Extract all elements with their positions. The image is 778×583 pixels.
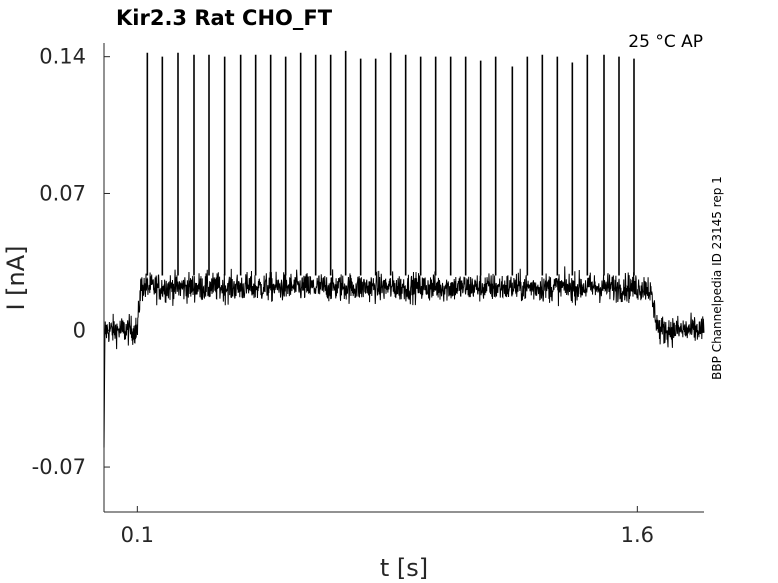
channelpedia-id-label: BBP Channelpedia ID 23145 rep 1 xyxy=(710,176,724,380)
y-tick-label: -0.07 xyxy=(32,455,86,479)
y-tick-label: 0.07 xyxy=(39,181,86,205)
tick-labels: 0.14 0.07 0 -0.07 0.1 1.6 xyxy=(32,45,654,547)
trace-layer xyxy=(103,50,705,448)
y-tick-label: 0.14 xyxy=(39,45,86,69)
condition-label: 25 °C AP xyxy=(628,32,703,52)
x-tick-label: 1.6 xyxy=(621,523,654,547)
x-tick-label: 0.1 xyxy=(121,523,154,547)
chart-title: Kir2.3 Rat CHO_FT xyxy=(116,6,333,30)
current-trace xyxy=(103,266,705,448)
x-axis-label: t [s] xyxy=(380,554,428,582)
y-axis-label: I [nA] xyxy=(2,245,30,310)
y-tick-label: 0 xyxy=(73,318,86,342)
